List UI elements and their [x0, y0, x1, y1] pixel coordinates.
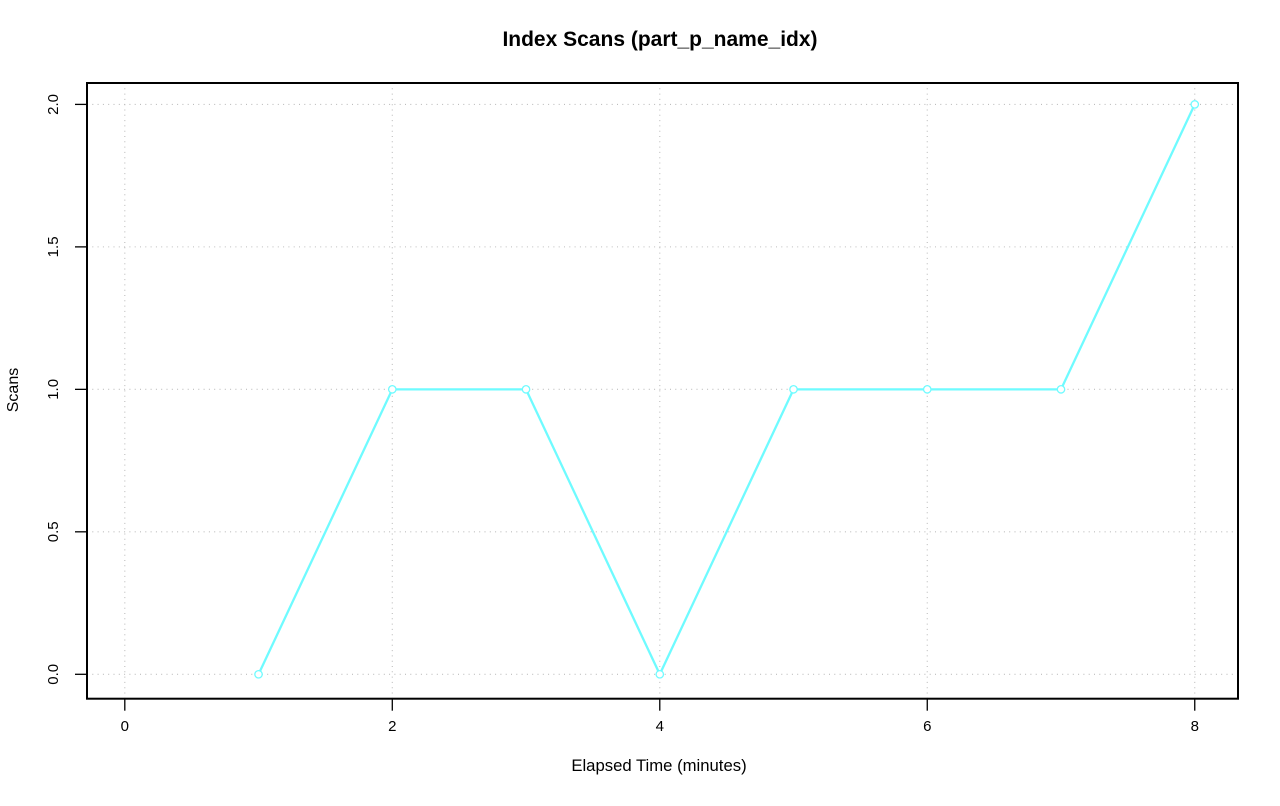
svg-text:6: 6 — [923, 718, 931, 735]
svg-text:1.5: 1.5 — [45, 236, 62, 257]
svg-text:0.5: 0.5 — [45, 521, 62, 542]
svg-text:2.0: 2.0 — [45, 94, 62, 115]
svg-text:0.0: 0.0 — [45, 664, 62, 685]
svg-text:Index Scans (part_p_name_idx): Index Scans (part_p_name_idx) — [502, 28, 817, 51]
svg-text:Elapsed Time (minutes): Elapsed Time (minutes) — [571, 756, 746, 775]
svg-text:Scans: Scans — [5, 368, 22, 412]
svg-text:2: 2 — [388, 718, 396, 735]
svg-text:4: 4 — [656, 718, 664, 735]
svg-text:1.0: 1.0 — [45, 379, 62, 400]
svg-text:0: 0 — [121, 718, 129, 735]
svg-text:8: 8 — [1191, 718, 1199, 735]
